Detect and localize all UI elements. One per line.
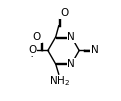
Text: N: N xyxy=(91,45,98,56)
Text: NH$_2$: NH$_2$ xyxy=(49,75,70,88)
Text: O: O xyxy=(28,45,36,56)
Text: O: O xyxy=(60,8,68,18)
Text: N: N xyxy=(68,32,75,42)
Text: N: N xyxy=(68,59,75,69)
Text: O: O xyxy=(33,32,41,42)
